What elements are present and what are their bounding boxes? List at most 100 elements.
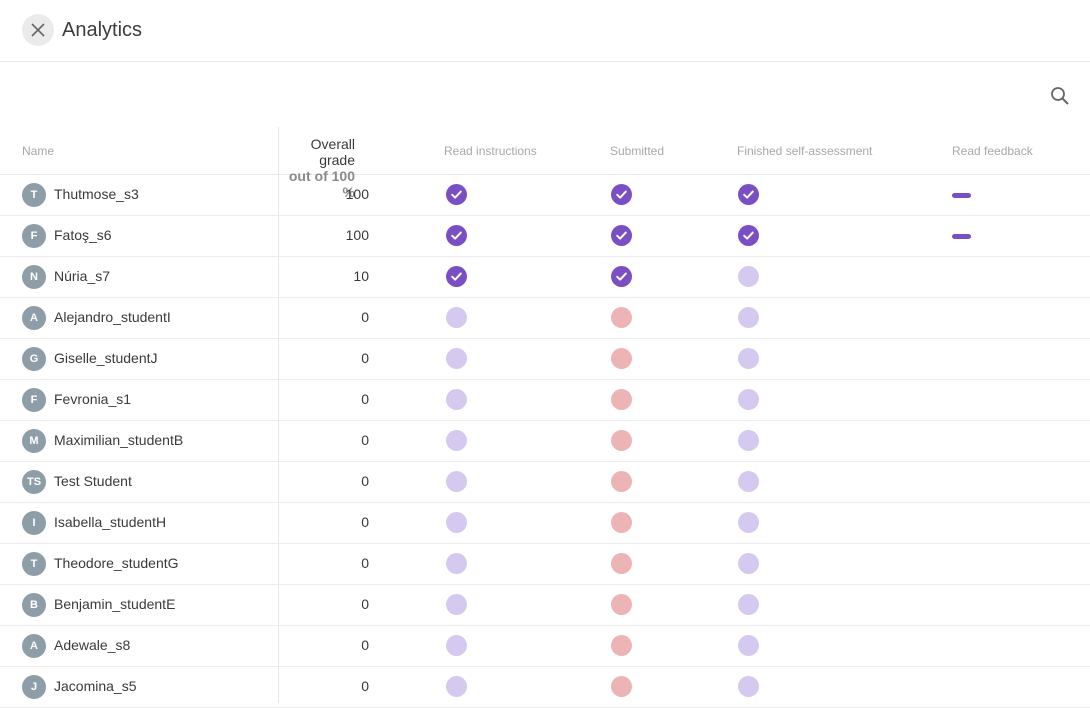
student-name[interactable]: Thutmose_s3	[54, 186, 139, 202]
avatar: A	[22, 634, 46, 658]
table-row[interactable]: A Adewale_s8 0	[0, 626, 1090, 667]
grade-value: 100	[345, 227, 369, 243]
submitted-status	[611, 471, 632, 492]
self-assessment-status	[738, 307, 759, 328]
avatar: TS	[22, 470, 46, 494]
check-icon	[616, 190, 627, 199]
read-instructions-status	[446, 594, 467, 615]
grade-value: 0	[361, 473, 369, 489]
self-assessment-status	[738, 348, 759, 369]
read-instructions-status	[446, 307, 467, 328]
submitted-status	[611, 307, 632, 328]
table-row[interactable]: J Jacomina_s5 0	[0, 667, 1090, 708]
table-row[interactable]: F Fevronia_s1 0	[0, 380, 1090, 421]
column-header-read-instructions[interactable]: Read instructions	[444, 144, 537, 158]
search-icon	[1051, 87, 1069, 105]
submitted-status	[611, 430, 632, 451]
table-row[interactable]: A Alejandro_studentI 0	[0, 298, 1090, 339]
table-row[interactable]: T Thutmose_s3 100	[0, 175, 1090, 216]
avatar: T	[22, 183, 46, 207]
submitted-status	[611, 225, 632, 246]
student-name[interactable]: Theodore_studentG	[54, 555, 179, 571]
self-assessment-status	[738, 635, 759, 656]
read-instructions-status	[446, 430, 467, 451]
column-header-self-assessment[interactable]: Finished self-assessment	[737, 144, 873, 158]
table-row[interactable]: TS Test Student 0	[0, 462, 1090, 503]
grade-value: 0	[361, 514, 369, 530]
student-name[interactable]: Fevronia_s1	[54, 391, 132, 407]
table-row[interactable]: M Maximilian_studentB 0	[0, 421, 1090, 462]
column-header-read-feedback[interactable]: Read feedback	[952, 144, 1033, 158]
self-assessment-status	[738, 512, 759, 533]
check-icon	[451, 231, 462, 240]
column-header-grade-subtitle: out of 100 %	[288, 168, 355, 200]
check-icon	[451, 272, 462, 281]
read-instructions-status	[446, 471, 467, 492]
grade-value: 0	[361, 596, 369, 612]
read-instructions-status	[446, 184, 467, 205]
check-icon	[616, 231, 627, 240]
read-instructions-status	[446, 635, 467, 656]
column-header-submitted[interactable]: Submitted	[610, 144, 665, 158]
student-name[interactable]: Giselle_studentJ	[54, 350, 158, 366]
table-row[interactable]: T Theodore_studentG 0	[0, 544, 1090, 585]
table-row[interactable]: F Fatoş_s6 100	[0, 216, 1090, 257]
submitted-status	[611, 389, 632, 410]
column-header-name[interactable]: Name	[22, 144, 55, 158]
student-name[interactable]: Jacomina_s5	[54, 678, 137, 694]
avatar: G	[22, 347, 46, 371]
grade-value: 0	[361, 350, 369, 366]
student-name[interactable]: Isabella_studentH	[54, 514, 167, 530]
grade-value: 0	[361, 432, 369, 448]
self-assessment-status	[738, 471, 759, 492]
check-icon	[616, 272, 627, 281]
check-icon	[451, 190, 462, 199]
column-header-grade[interactable]: Overall grade out of 100 %	[286, 136, 355, 200]
table-row[interactable]: I Isabella_studentH 0	[0, 503, 1090, 544]
student-name[interactable]: Núria_s7	[54, 268, 111, 284]
grade-value: 100	[345, 186, 369, 202]
table-row[interactable]: G Giselle_studentJ 0	[0, 339, 1090, 380]
read-instructions-status	[446, 512, 467, 533]
student-name[interactable]: Fatoş_s6	[54, 227, 112, 243]
read-instructions-status	[446, 348, 467, 369]
student-name[interactable]: Maximilian_studentB	[54, 432, 184, 448]
page-title: Analytics	[62, 19, 143, 41]
check-icon	[743, 190, 754, 199]
avatar: M	[22, 429, 46, 453]
column-header-grade-title: Overall grade	[310, 136, 355, 168]
avatar: N	[22, 265, 46, 289]
avatar: F	[22, 224, 46, 248]
submitted-status	[611, 676, 632, 697]
avatar: A	[22, 306, 46, 330]
avatar: J	[22, 675, 46, 699]
grade-value: 0	[361, 391, 369, 407]
submitted-status	[611, 594, 632, 615]
grade-value: 0	[361, 555, 369, 571]
self-assessment-status	[738, 430, 759, 451]
column-divider	[278, 127, 279, 703]
close-button[interactable]	[22, 14, 54, 46]
self-assessment-status	[738, 553, 759, 574]
table-row[interactable]: B Benjamin_studentE 0	[0, 585, 1090, 626]
self-assessment-status	[738, 594, 759, 615]
read-instructions-status	[446, 389, 467, 410]
avatar: B	[22, 593, 46, 617]
submitted-status	[611, 553, 632, 574]
student-name[interactable]: Alejandro_studentI	[54, 309, 171, 325]
read-feedback-indicator	[952, 193, 971, 198]
avatar: T	[22, 552, 46, 576]
search-button[interactable]	[1048, 84, 1072, 108]
grade-value: 10	[353, 268, 369, 284]
close-icon	[31, 23, 45, 37]
student-name[interactable]: Benjamin_studentE	[54, 596, 176, 612]
submitted-status	[611, 348, 632, 369]
table-header: Name Overall grade out of 100 % Read ins…	[0, 127, 1090, 200]
read-feedback-indicator	[952, 234, 971, 239]
student-name[interactable]: Adewale_s8	[54, 637, 131, 653]
table-row[interactable]: N Núria_s7 10	[0, 257, 1090, 298]
submitted-status	[611, 635, 632, 656]
avatar: I	[22, 511, 46, 535]
student-name[interactable]: Test Student	[54, 473, 132, 489]
grade-value: 0	[361, 678, 369, 694]
